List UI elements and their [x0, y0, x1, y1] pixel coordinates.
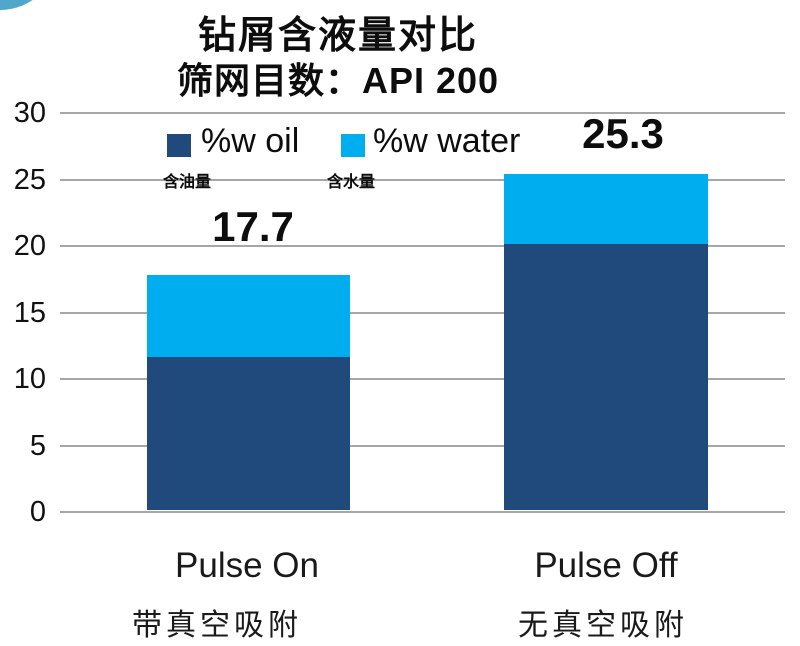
y-tick-label-10: 10 [13, 363, 46, 395]
y-tick-label-25: 25 [13, 163, 46, 196]
bar-pulse-on-oil-segment [147, 357, 350, 510]
x-axis-sublabel-pulse-off: 无真空吸附 [518, 609, 688, 642]
bar-pulse-off-water-segment [504, 173, 708, 244]
y-tick-label-15: 15 [13, 296, 46, 329]
gridline-5 [60, 444, 785, 447]
gridline-0 [60, 511, 785, 513]
gridline-20 [60, 245, 785, 247]
y-tick-label-20: 20 [13, 230, 46, 262]
x-axis-sublabel-pulse-on: 带真空吸附 [132, 609, 302, 642]
data-label-pulse-on: 17.7 [212, 203, 294, 250]
y-tick-label-30: 30 [13, 97, 46, 129]
bar-pulse-on-water-segment [147, 274, 350, 358]
gridline-30 [60, 112, 785, 114]
y-axis: 0 5 10 15 20 25 30 [0, 97, 46, 528]
legend-sublabel-water: 含水量 [327, 174, 376, 191]
bar-pulse-on [147, 274, 350, 510]
y-tick-label-0: 0 [29, 496, 46, 528]
gridline-10 [60, 378, 785, 380]
gridline-25 [60, 178, 785, 181]
y-tick-label-5: 5 [29, 429, 46, 462]
legend-swatch-water [341, 134, 365, 157]
legend-swatch-oil [167, 134, 191, 157]
legend-sublabel-oil: 含油量 [163, 174, 212, 191]
data-label-pulse-off: 25.3 [582, 110, 664, 157]
x-axis-label-pulse-off: Pulse Off [534, 546, 678, 585]
legend-label-water: %w water [373, 122, 521, 160]
plot-area [60, 112, 785, 513]
legend-label-oil: %w oil [201, 122, 300, 160]
gridline-15 [60, 311, 785, 314]
x-axis-label-pulse-on: Pulse On [175, 546, 319, 585]
bar-pulse-off [504, 173, 708, 510]
chart-subtitle: 筛网目数：API 200 [176, 60, 500, 101]
chart-title: 钻屑含液量对比 [197, 15, 478, 57]
bar-pulse-off-oil-segment [504, 244, 708, 510]
